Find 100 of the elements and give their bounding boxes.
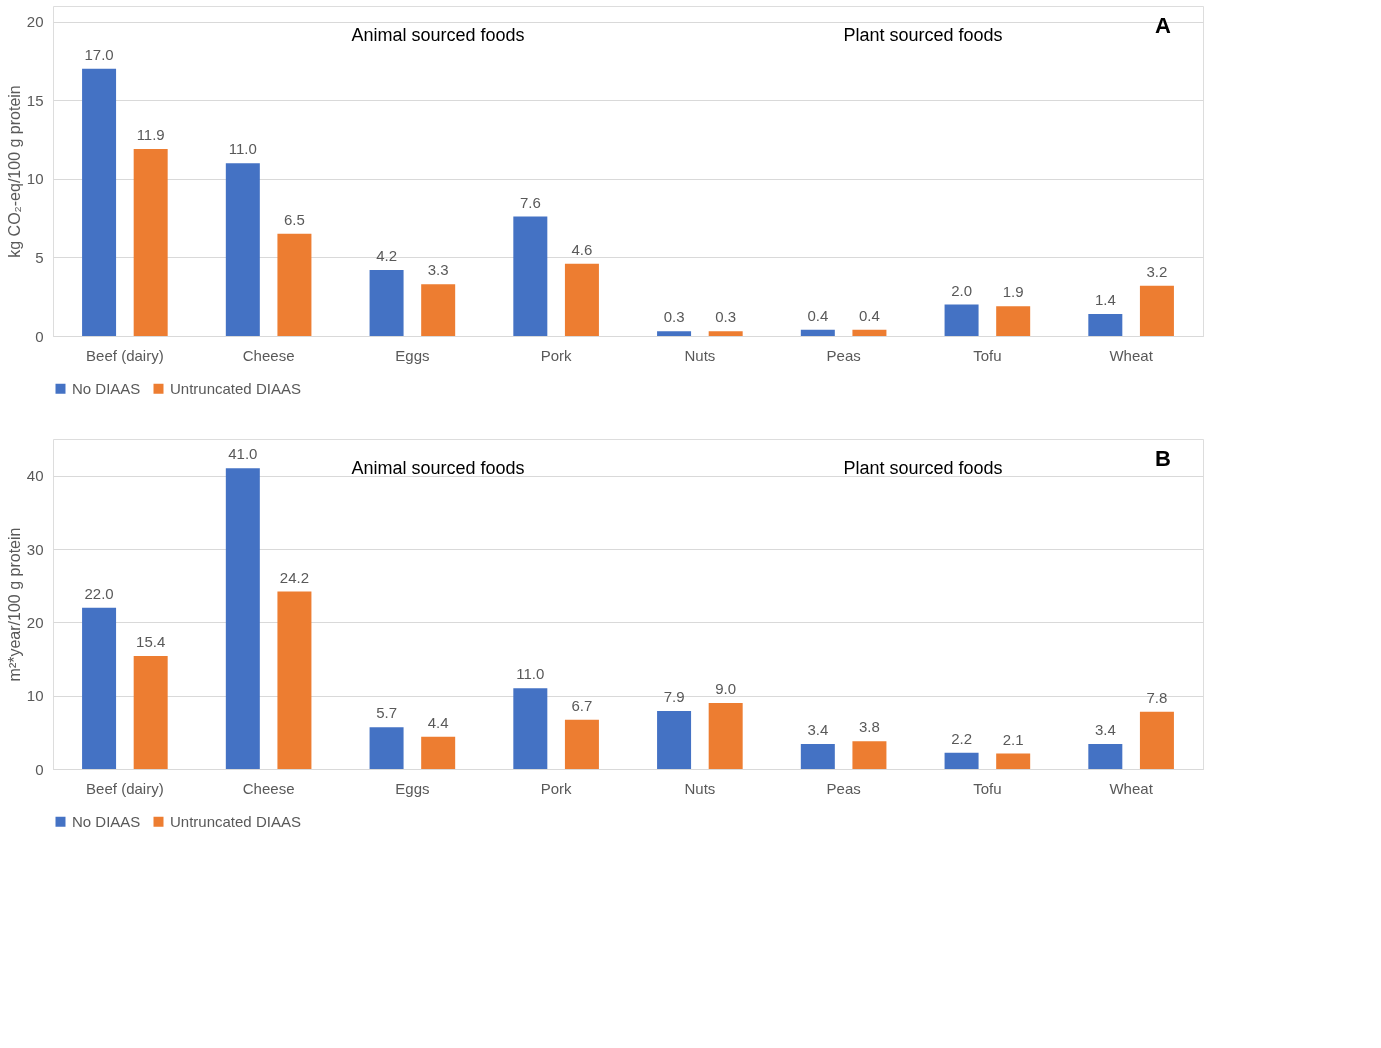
bar (564, 263, 599, 336)
bar (421, 736, 456, 769)
x-tick-label: Nuts (684, 346, 716, 364)
bar (225, 468, 260, 769)
data-label: 4.4 (427, 713, 449, 731)
x-tick-label: Peas (826, 779, 861, 797)
data-label: 41.0 (228, 445, 258, 463)
data-label: 3.2 (1146, 262, 1168, 280)
bar (82, 607, 117, 769)
bar (996, 753, 1031, 769)
annotation: A (1155, 13, 1172, 38)
x-tick-label: Eggs (395, 779, 430, 797)
annotation: B (1155, 446, 1171, 471)
bar (800, 744, 835, 769)
data-label: 3.4 (1094, 721, 1116, 739)
y-tick-label: 20 (26, 613, 44, 631)
data-label: 1.9 (1002, 283, 1024, 301)
data-label: 7.6 (519, 193, 541, 211)
annotation: Plant sourced foods (843, 458, 1003, 478)
data-label: 2.2 (951, 729, 972, 747)
bar (852, 329, 887, 336)
legend-label: No DIAAS (72, 379, 141, 397)
bar (657, 331, 692, 336)
bar (852, 741, 887, 769)
y-tick-label: 15 (26, 91, 44, 109)
bar (82, 68, 117, 336)
data-label: 22.0 (84, 584, 114, 602)
bar (657, 711, 692, 769)
y-tick-label: 20 (26, 13, 44, 31)
data-label: 0.3 (663, 308, 685, 326)
bar (421, 284, 456, 336)
y-tick-label: 10 (26, 170, 44, 188)
data-label: 0.4 (859, 306, 880, 324)
data-label: 5.7 (376, 704, 397, 722)
annotation: Plant sourced foods (843, 25, 1003, 45)
x-tick-label: Beef (dairy) (86, 779, 164, 797)
legend-label: Untruncated DIAAS (170, 812, 301, 830)
bar (708, 331, 743, 336)
bar (1088, 314, 1123, 336)
annotation: Animal sourced foods (351, 458, 525, 478)
data-label: 11.0 (516, 665, 545, 683)
x-tick-label: Cheese (242, 779, 295, 797)
y-tick-label: 0 (35, 760, 44, 778)
bar (1088, 744, 1123, 769)
data-label: 0.3 (715, 308, 737, 326)
bar (1139, 285, 1174, 336)
data-label: 2.1 (1002, 730, 1024, 748)
data-label: 3.4 (807, 721, 829, 739)
bar (369, 270, 404, 336)
x-tick-label: Tofu (973, 346, 1002, 364)
data-label: 1.4 (1094, 291, 1116, 308)
x-tick-label: Nuts (684, 779, 716, 797)
x-tick-label: Wheat (1109, 346, 1154, 364)
data-label: 4.2 (376, 247, 397, 264)
data-label: 7.8 (1146, 688, 1168, 706)
bar (944, 752, 979, 769)
data-label: 11.0 (228, 140, 257, 158)
data-label: 17.0 (84, 45, 114, 63)
x-tick-label: Wheat (1109, 779, 1154, 797)
x-tick-label: Cheese (242, 346, 295, 364)
x-tick-label: Tofu (973, 779, 1002, 797)
data-label: 7.9 (663, 688, 685, 706)
data-label: 6.7 (571, 696, 593, 714)
bar (133, 149, 168, 336)
data-label: 3.3 (427, 261, 449, 279)
data-label: 3.8 (859, 718, 880, 736)
x-tick-label: Peas (826, 346, 861, 364)
x-tick-label: Pork (540, 346, 573, 364)
legend-label: Untruncated DIAAS (170, 379, 301, 397)
bar (133, 656, 168, 769)
data-label: 11.9 (136, 126, 165, 143)
bar (996, 306, 1031, 336)
data-label: 0.4 (807, 306, 829, 324)
x-tick-label: Eggs (395, 346, 430, 364)
bar (708, 703, 743, 769)
data-label: 15.4 (136, 633, 166, 651)
bar (944, 304, 979, 336)
data-label: 4.6 (571, 240, 593, 258)
bar (1139, 711, 1174, 769)
y-axis-title: m²*year/100 g protein (5, 527, 23, 682)
data-label: 9.0 (715, 680, 737, 697)
legend-label: No DIAAS (72, 812, 141, 830)
y-tick-label: 10 (26, 687, 44, 705)
data-label: 24.2 (279, 568, 310, 586)
bar (513, 216, 548, 336)
y-tick-label: 5 (35, 248, 44, 266)
annotation: Animal sourced foods (351, 25, 525, 45)
y-tick-label: 40 (26, 467, 44, 485)
bar (564, 719, 599, 769)
data-label: 6.5 (284, 210, 305, 228)
y-axis-title: kg CO₂-eq/100 g protein (5, 85, 23, 258)
data-label: 2.0 (951, 281, 972, 299)
y-tick-label: 0 (35, 327, 44, 345)
bar (277, 233, 312, 336)
bar (513, 688, 548, 769)
y-tick-label: 30 (26, 540, 44, 558)
bar (225, 163, 260, 336)
bar (277, 591, 312, 769)
x-tick-label: Pork (540, 779, 573, 797)
bar (800, 329, 835, 336)
